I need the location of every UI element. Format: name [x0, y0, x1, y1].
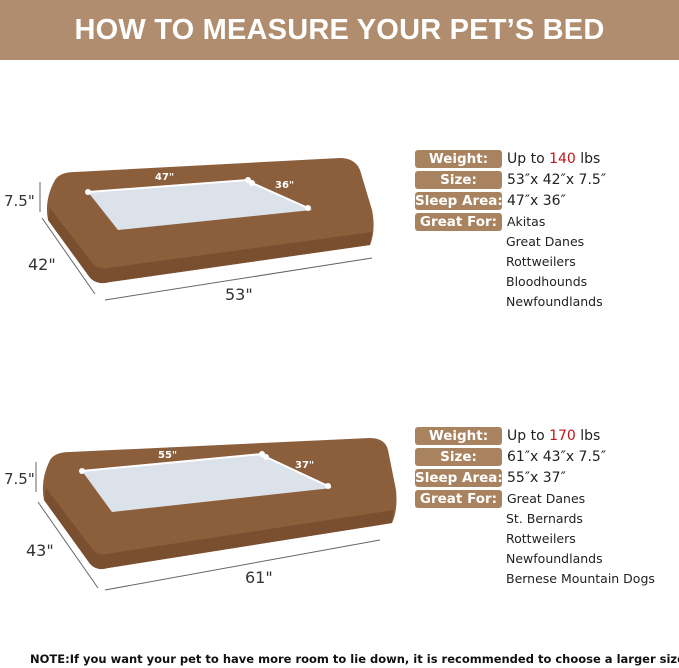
- sleep-area-label: Sleep Area:: [415, 191, 503, 210]
- page-title: HOW TO MEASURE YOUR PET’S BED: [74, 13, 605, 46]
- breed-item: Rottweilers: [506, 531, 576, 546]
- specs-panel-2: Weight: Up to 170 lbs Size: 61″x 43″x 7.5″…: [415, 425, 675, 589]
- sleep-area-value: 55″x 37″: [507, 469, 566, 486]
- weight-label: Weight:: [415, 426, 502, 445]
- breed-item: Rottweilers: [506, 254, 576, 269]
- bed-body: [42, 438, 397, 570]
- weight-unit: lbs: [580, 150, 601, 167]
- great-for-label: Great For:: [415, 212, 502, 231]
- footer-note: NOTE:If you want your pet to have more r…: [30, 652, 679, 666]
- breed-item: Newfoundlands: [506, 294, 603, 309]
- bed-body: [46, 158, 374, 284]
- sleep-width-label: 36": [275, 180, 294, 191]
- specs-panel-1: Weight: Up to 140 lbs Size: 53″x 42″x 7.5″…: [415, 148, 675, 312]
- bed-illustration-1: 47" 36" 7.5" 42" 53": [4, 158, 374, 304]
- breed-item: Akitas: [507, 214, 546, 229]
- great-for-label: Great For:: [415, 489, 502, 508]
- width-label: 43": [26, 541, 54, 560]
- weight-prefix: Up to: [507, 427, 545, 444]
- breed-item: Great Danes: [507, 491, 586, 506]
- sleep-area-label: Sleep Area:: [415, 468, 503, 487]
- weight-label: Weight:: [415, 149, 502, 168]
- bed-illustration-2: 55" 37" 7.5" 43" 61": [4, 438, 397, 591]
- header-banner: HOW TO MEASURE YOUR PET’S BED: [0, 0, 679, 60]
- breed-item: Newfoundlands: [506, 551, 603, 566]
- size-value: 53″x 42″x 7.5″: [507, 171, 607, 188]
- size-label: Size:: [415, 447, 502, 466]
- sleep-width-label: 37": [295, 460, 314, 471]
- sleep-length-label: 47": [155, 172, 174, 183]
- width-label: 42": [28, 255, 56, 274]
- weight-prefix: Up to: [507, 150, 545, 167]
- height-label: 7.5": [4, 192, 35, 210]
- breed-item: Great Danes: [506, 234, 585, 249]
- weight-value: 140: [549, 150, 576, 167]
- sleep-length-label: 55": [158, 450, 177, 461]
- height-label: 7.5": [4, 470, 35, 488]
- size-value: 61″x 43″x 7.5″: [507, 448, 607, 465]
- weight-value: 170: [549, 427, 576, 444]
- breed-item: Bloodhounds: [506, 274, 588, 289]
- breed-item: Bernese Mountain Dogs: [506, 571, 655, 586]
- length-label: 61": [245, 568, 273, 587]
- sleep-area-value: 47″x 36″: [507, 192, 566, 209]
- weight-unit: lbs: [580, 427, 601, 444]
- size-label: Size:: [415, 170, 502, 189]
- breed-item: St. Bernards: [506, 511, 583, 526]
- length-label: 53": [225, 285, 253, 304]
